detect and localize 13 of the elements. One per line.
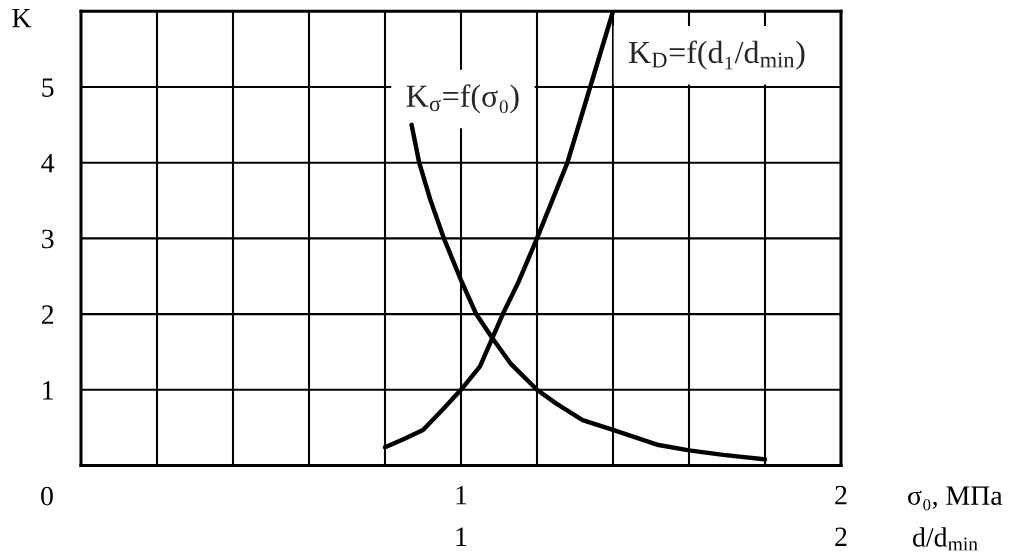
y-tick-label: 1	[43, 381, 53, 400]
y-tick-label: 5	[42, 78, 54, 97]
y-tick-label: 4	[41, 154, 55, 173]
x2-axis-title: d/d$_{min}$	[913, 527, 978, 551]
y-axis-title: K	[12, 8, 32, 28]
y-tick-label: 2	[41, 305, 54, 324]
text: 0	[41, 486, 53, 506]
series-label: K$_{σ}$=f(σ₀)	[406, 84, 519, 114]
series-label: K$_{D}$=f(d₁/d$_{min}$)	[628, 40, 805, 70]
y-tick-label: 3	[42, 229, 54, 249]
x2-tick-label: 2	[835, 527, 847, 546]
x-axis-title: σ₀, МПа	[908, 486, 1003, 511]
x2-tick-label: 1	[456, 527, 467, 546]
